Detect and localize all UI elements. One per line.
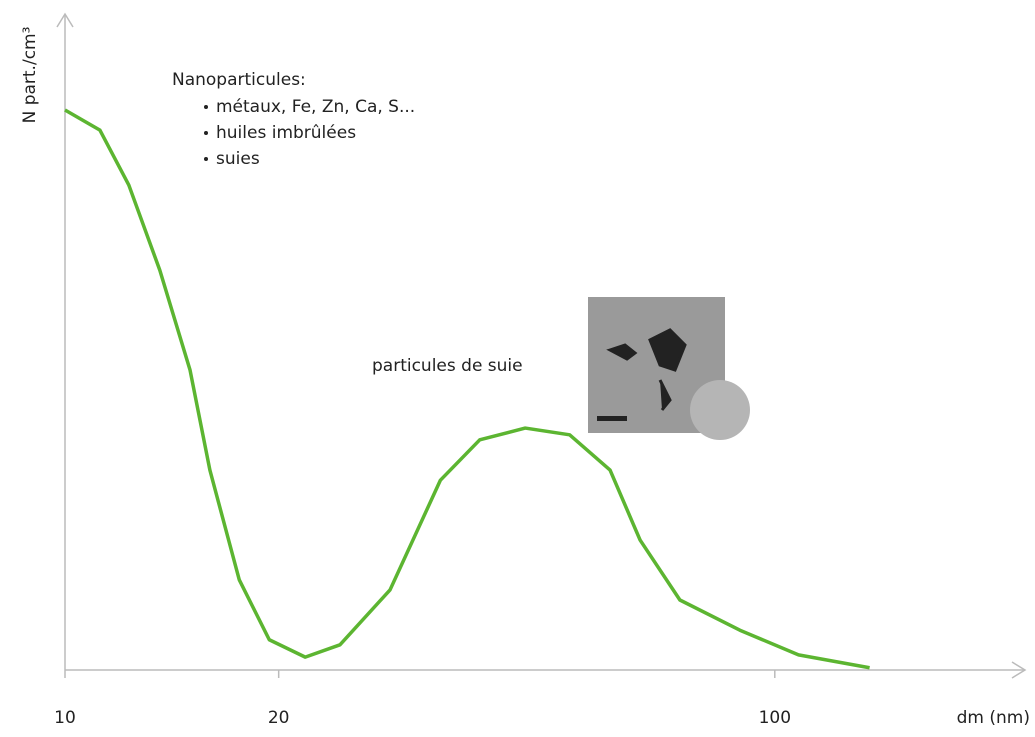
annotation: particules de suie bbox=[372, 356, 523, 376]
x-tick-label: 20 bbox=[268, 708, 290, 728]
x-tick-label: 10 bbox=[54, 708, 76, 728]
micrograph bbox=[588, 297, 750, 440]
data-line bbox=[64, 108, 870, 670]
x-axis-label: dm (nm) bbox=[957, 708, 1030, 728]
annotation: huiles imbrûlées bbox=[216, 123, 356, 143]
bullet bbox=[204, 157, 208, 161]
y-axis-label: N part./cm³ bbox=[20, 27, 40, 124]
x-axis-arrow bbox=[1011, 661, 1027, 679]
y-axis-arrow bbox=[56, 12, 74, 28]
annotation: Nanoparticules: bbox=[172, 70, 306, 90]
bullet bbox=[204, 131, 208, 135]
annotation: métaux, Fe, Zn, Ca, S... bbox=[216, 97, 415, 117]
x-tick-label: 100 bbox=[759, 708, 791, 728]
bullet bbox=[204, 105, 208, 109]
annotation: suies bbox=[216, 149, 260, 169]
